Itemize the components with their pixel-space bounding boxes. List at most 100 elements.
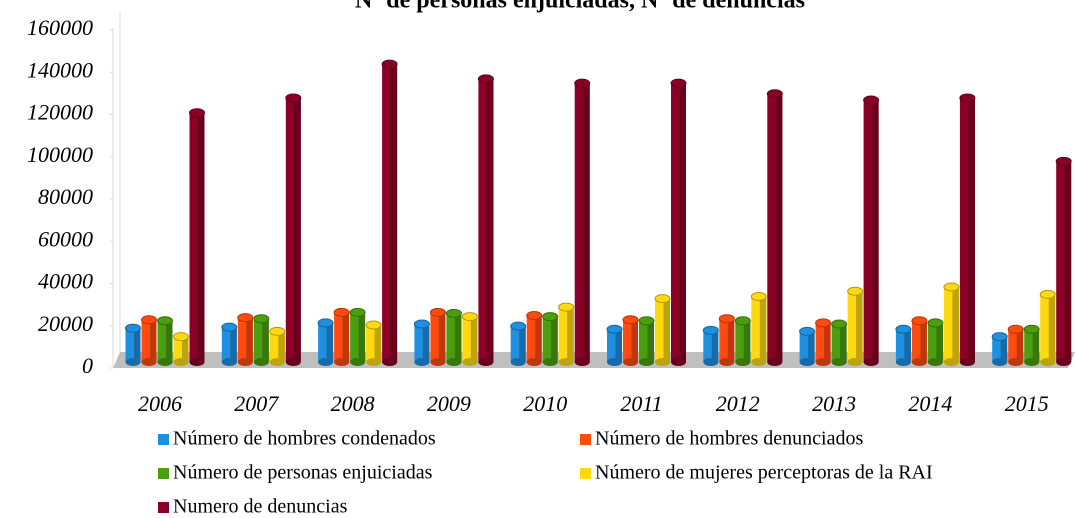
bar-cap <box>253 314 270 324</box>
bar-shade <box>1016 329 1024 362</box>
bar-shade <box>150 319 157 362</box>
bar-shade <box>454 313 462 362</box>
bar-cap <box>445 308 462 318</box>
bar-base <box>959 358 975 366</box>
bar-base <box>478 358 494 366</box>
bar-shade <box>519 326 526 362</box>
y-tick-label: 160000 <box>27 15 93 40</box>
bar-cap <box>927 318 944 328</box>
bar-shade <box>952 287 959 362</box>
legend-swatch <box>158 502 169 513</box>
bar-base <box>414 358 430 366</box>
chart-title: Nº de personas enjuiciadas, Nº de denunc… <box>355 0 805 14</box>
y-tick-label: 20000 <box>38 311 93 336</box>
legend-label: Número de hombres condenados <box>173 428 436 450</box>
bar-base <box>719 358 735 366</box>
legend-label: Número de mujeres perceptoras de la RAI <box>595 462 933 484</box>
bar-base <box>992 358 1008 366</box>
bar-cap <box>702 325 719 335</box>
bar-cap <box>574 78 591 88</box>
bar-shade <box>198 112 205 362</box>
bar-cap <box>606 324 623 334</box>
bar-base <box>334 358 350 366</box>
bar-cap <box>237 313 254 323</box>
bar-cap <box>831 319 848 329</box>
bar-cap <box>911 316 928 326</box>
bar-cap <box>365 320 382 330</box>
bar-base <box>799 358 815 366</box>
bar-cap <box>654 294 671 304</box>
bar-base <box>815 358 831 366</box>
bar-cap <box>125 323 141 333</box>
x-tick-label: 2014 <box>908 391 952 416</box>
bar-base <box>253 358 269 366</box>
bar-base <box>831 358 847 366</box>
x-tick-label: 2009 <box>427 391 471 416</box>
bar-shade <box>631 319 638 362</box>
bar-cap <box>542 312 559 322</box>
bar-cap <box>558 302 575 312</box>
bar-shade <box>808 331 815 362</box>
bar-cap <box>477 74 494 84</box>
bar-cap <box>333 307 350 317</box>
bar-shade <box>1048 294 1056 362</box>
bar-base <box>943 358 959 366</box>
bar-shade <box>743 320 751 362</box>
bar-shade <box>904 329 911 362</box>
bar-shade <box>567 307 574 362</box>
bar-shade <box>856 291 863 362</box>
y-tick-label: 100000 <box>27 142 93 167</box>
bar-base <box>462 358 478 366</box>
bar-shade <box>551 316 558 362</box>
bar-cap <box>173 332 189 342</box>
bar-base <box>1008 358 1024 366</box>
bar-shade <box>134 328 141 362</box>
bar-base <box>1056 358 1072 366</box>
bar-cap <box>189 108 205 118</box>
bar-cap <box>157 316 173 326</box>
bar-shade <box>1000 336 1008 362</box>
bar-base <box>623 358 638 366</box>
bar-base <box>911 358 927 366</box>
bar-base <box>430 358 446 366</box>
bar-shade <box>470 316 478 362</box>
bar-cap <box>959 93 976 103</box>
bar-cap <box>734 316 751 326</box>
bar-cap <box>461 312 478 322</box>
legend-swatch <box>158 468 169 479</box>
bar-cap <box>863 95 880 105</box>
bar-cap <box>221 322 238 332</box>
bar-base <box>574 358 590 366</box>
bar-cap <box>991 332 1008 342</box>
bar-shade <box>679 83 686 363</box>
bar-shade <box>182 336 189 362</box>
y-tick-label: 140000 <box>27 57 93 82</box>
bar-shade <box>326 322 334 362</box>
bar-shade <box>968 97 975 362</box>
bar-shade <box>438 312 446 362</box>
bar-shade <box>262 318 269 362</box>
bar-shade <box>920 320 927 362</box>
bar-base <box>318 358 334 366</box>
x-tick-label: 2011 <box>620 391 662 416</box>
legend-swatch <box>580 434 591 445</box>
bar-base <box>671 358 686 366</box>
bar-cap <box>895 324 912 334</box>
legend-swatch <box>158 434 169 445</box>
bar-cap <box>317 318 334 328</box>
legend-label: Número de hombres denunciados <box>595 428 863 450</box>
bar-cap <box>622 315 639 325</box>
bar-base <box>526 358 542 366</box>
bar-shade <box>583 83 590 363</box>
bar-base <box>141 358 157 366</box>
bar-cap <box>510 321 527 331</box>
bar-base <box>125 358 141 366</box>
bar-shade <box>358 312 366 362</box>
y-tick-label: 40000 <box>38 269 93 294</box>
bar-shade <box>1032 329 1040 362</box>
bar-base <box>446 358 462 366</box>
x-tick-label: 2010 <box>523 391 567 416</box>
bar-base <box>285 358 301 366</box>
bar-shade <box>1064 161 1072 362</box>
